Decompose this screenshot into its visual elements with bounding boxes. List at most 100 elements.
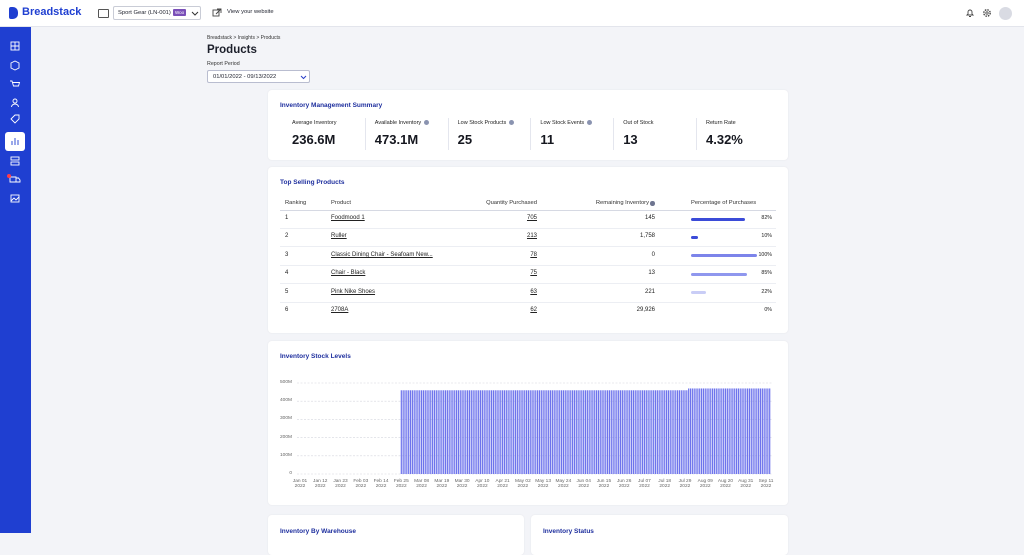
- metric-value: 4.32%: [706, 132, 743, 147]
- bar: [577, 390, 579, 474]
- bar: [667, 390, 669, 474]
- bar: [529, 390, 531, 474]
- brand-name[interactable]: Breadstack: [22, 6, 82, 18]
- bar: [660, 390, 662, 474]
- product-link[interactable]: Chair - Black: [331, 270, 366, 277]
- bar: [551, 390, 553, 474]
- quantity-link[interactable]: 75: [530, 270, 537, 277]
- bar: [743, 388, 745, 474]
- bar: [566, 390, 568, 474]
- x-tick-label: Apr 21 2022: [495, 479, 510, 490]
- quantity-link[interactable]: 62: [530, 307, 537, 313]
- bar: [409, 390, 412, 474]
- bar: [697, 388, 699, 474]
- bar: [645, 390, 647, 474]
- bar: [572, 390, 574, 474]
- y-tick-label: 0: [289, 471, 292, 476]
- product-link[interactable]: 2708A: [331, 307, 349, 313]
- warehouse-title: Inventory By Warehouse: [280, 528, 356, 535]
- bar: [708, 388, 710, 474]
- bar: [406, 390, 408, 474]
- report-period-label: Report Period: [207, 61, 240, 67]
- bar: [629, 390, 631, 474]
- bar: [601, 390, 603, 474]
- bar: [516, 390, 518, 474]
- page-title: Products: [207, 44, 257, 56]
- bar: [413, 390, 415, 474]
- bar: [597, 390, 600, 474]
- x-tick-label: May 02 2022: [515, 479, 531, 490]
- bar: [712, 388, 714, 474]
- bar: [426, 390, 428, 474]
- info-icon[interactable]: [587, 120, 593, 126]
- y-tick-label: 500M: [280, 380, 292, 385]
- bar: [616, 390, 618, 474]
- bar: [428, 390, 430, 474]
- bar: [422, 390, 425, 474]
- bar: [752, 388, 754, 474]
- row-divider: [280, 246, 776, 248]
- quantity-link[interactable]: 63: [530, 288, 537, 295]
- settings-icon[interactable]: [982, 8, 992, 18]
- bar: [538, 390, 541, 474]
- bar: [500, 390, 502, 474]
- bar: [759, 388, 762, 474]
- store-selector[interactable]: Sport Gear (LN-001) Woo: [113, 6, 201, 20]
- x-tick-label: Aug 31 2022: [738, 479, 754, 490]
- product-link[interactable]: Ruller: [331, 233, 347, 240]
- bar: [640, 390, 642, 474]
- external-link-icon: [212, 8, 222, 17]
- metric-label: Return Rate: [706, 120, 736, 126]
- bar: [564, 390, 566, 474]
- rank: 3: [285, 251, 289, 258]
- bar: [765, 388, 767, 474]
- quantity-link[interactable]: 705: [526, 215, 537, 221]
- bar: [448, 390, 450, 474]
- bar: [470, 390, 472, 474]
- breadcrumb[interactable]: Breadstack > Insights > Products: [207, 35, 281, 41]
- percentage-bar: [691, 254, 757, 258]
- product-link[interactable]: Pink Nike Shoes: [331, 288, 376, 295]
- percentage-label: 85%: [761, 270, 772, 277]
- bar: [595, 390, 598, 474]
- bar: [623, 390, 625, 474]
- x-tick-label: Feb 03 2022: [353, 479, 369, 490]
- bar: [443, 390, 445, 474]
- bar: [747, 388, 749, 474]
- bar: [741, 388, 743, 474]
- bar: [518, 390, 520, 474]
- avatar[interactable]: [999, 7, 1012, 20]
- info-icon[interactable]: [509, 120, 515, 126]
- bar: [535, 390, 537, 474]
- bar: [522, 390, 524, 474]
- bar: [734, 388, 736, 474]
- remaining: 29,926: [636, 307, 655, 313]
- bar: [411, 390, 413, 474]
- product-link[interactable]: Foodmood 1: [331, 215, 365, 221]
- column-header: Ranking: [285, 200, 307, 206]
- percentage-label: 100%: [758, 251, 772, 258]
- bar: [664, 390, 666, 474]
- bar: [479, 390, 482, 474]
- bar: [544, 390, 546, 474]
- bar: [763, 388, 765, 474]
- bar: [745, 388, 747, 474]
- bar: [735, 388, 738, 474]
- view-website-link[interactable]: View your website: [227, 9, 274, 15]
- nav-icons[interactable]: [0, 27, 31, 227]
- bar: [726, 388, 728, 474]
- bar: [608, 390, 611, 474]
- bar: [557, 390, 559, 474]
- bar: [658, 390, 660, 474]
- bar: [490, 390, 493, 474]
- bell-icon[interactable]: [965, 8, 975, 18]
- info-icon[interactable]: [424, 120, 430, 126]
- quantity-link[interactable]: 78: [530, 251, 537, 258]
- bar: [627, 390, 629, 474]
- quantity-link[interactable]: 213: [526, 233, 537, 240]
- product-link[interactable]: Classic Dining Chair - Seafoam New...: [331, 251, 433, 258]
- percentage-label: 0%: [764, 307, 772, 313]
- info-icon[interactable]: [650, 201, 655, 206]
- report-period-dropdown[interactable]: 01/01/2022 - 09/13/2022: [207, 70, 310, 83]
- metric-label: Low Stock Events: [540, 120, 593, 126]
